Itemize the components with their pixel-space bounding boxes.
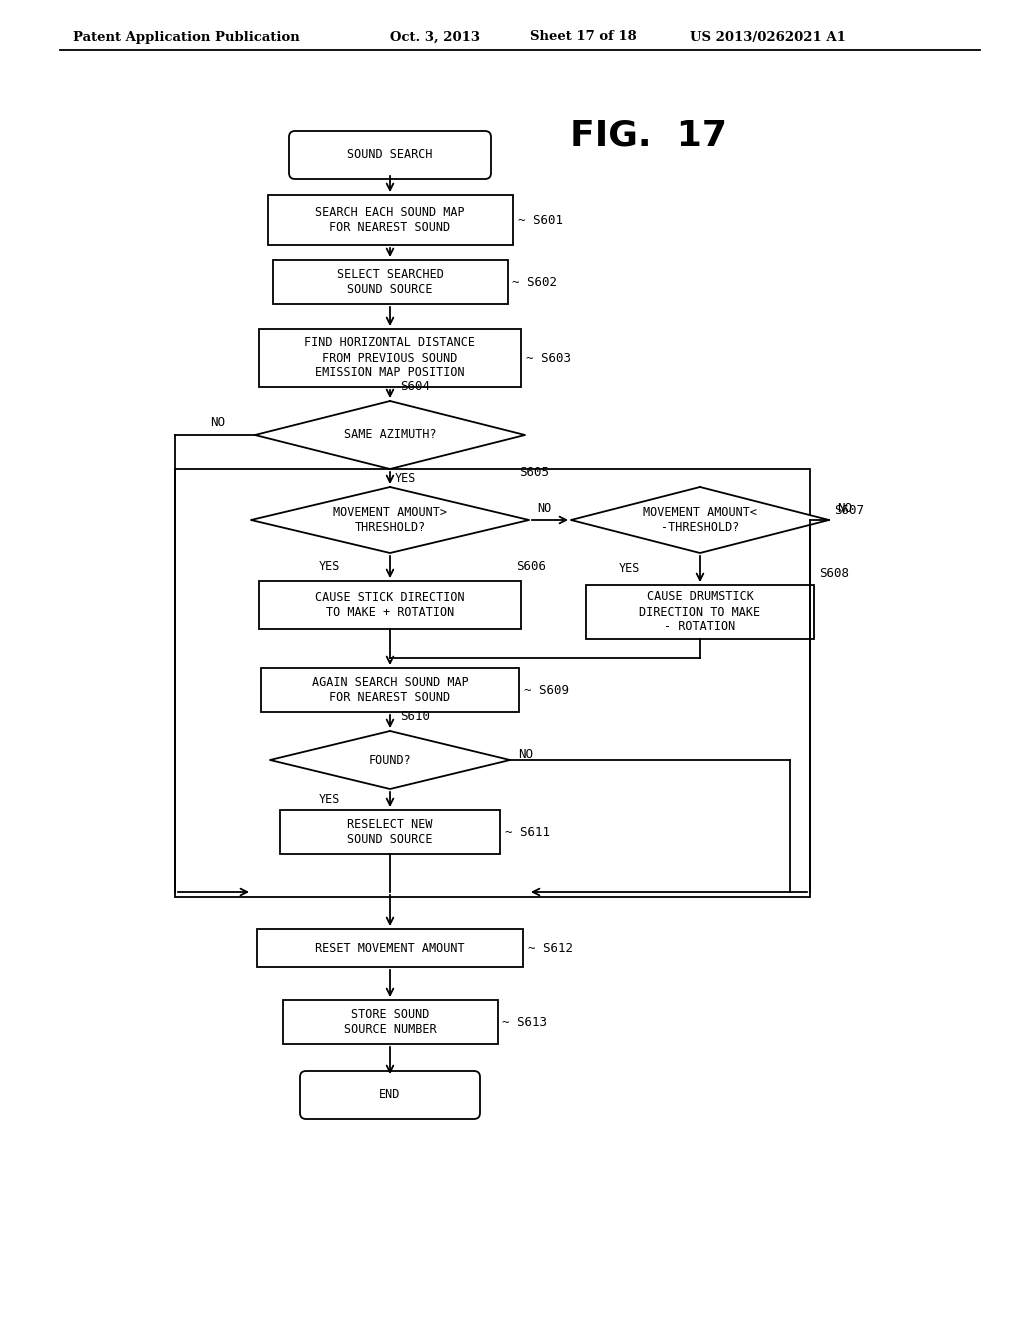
Text: ~ S611: ~ S611 xyxy=(505,825,550,838)
Bar xyxy=(267,195,512,246)
Bar xyxy=(259,581,521,630)
Text: Sheet 17 of 18: Sheet 17 of 18 xyxy=(530,30,637,44)
FancyBboxPatch shape xyxy=(300,1071,480,1119)
Text: SELECT SEARCHED
SOUND SOURCE: SELECT SEARCHED SOUND SOURCE xyxy=(337,268,443,296)
Bar xyxy=(257,929,523,968)
Text: YES: YES xyxy=(318,793,340,807)
Text: ~ S602: ~ S602 xyxy=(512,276,557,289)
Text: MOVEMENT AMOUNT>
THRESHOLD?: MOVEMENT AMOUNT> THRESHOLD? xyxy=(333,506,447,535)
Text: CAUSE STICK DIRECTION
TO MAKE + ROTATION: CAUSE STICK DIRECTION TO MAKE + ROTATION xyxy=(315,591,465,619)
Polygon shape xyxy=(270,731,510,789)
Text: STORE SOUND
SOURCE NUMBER: STORE SOUND SOURCE NUMBER xyxy=(344,1008,436,1036)
Text: ~ S612: ~ S612 xyxy=(528,941,573,954)
Text: END: END xyxy=(379,1089,400,1101)
Text: S608: S608 xyxy=(819,568,849,579)
Text: NO: NO xyxy=(537,502,551,515)
Text: FIG.  17: FIG. 17 xyxy=(570,117,727,152)
Bar xyxy=(259,329,521,387)
Text: RESELECT NEW
SOUND SOURCE: RESELECT NEW SOUND SOURCE xyxy=(347,818,433,846)
Polygon shape xyxy=(255,401,525,469)
Text: ~ S601: ~ S601 xyxy=(517,214,562,227)
Text: FOUND?: FOUND? xyxy=(369,754,412,767)
Text: MOVEMENT AMOUNT<
-THRESHOLD?: MOVEMENT AMOUNT< -THRESHOLD? xyxy=(643,506,757,535)
Text: NO: NO xyxy=(210,417,225,429)
FancyBboxPatch shape xyxy=(289,131,490,180)
Text: ~ S613: ~ S613 xyxy=(503,1015,548,1028)
Text: Oct. 3, 2013: Oct. 3, 2013 xyxy=(390,30,480,44)
Text: S606: S606 xyxy=(516,560,546,573)
Bar xyxy=(280,810,500,854)
Text: Patent Application Publication: Patent Application Publication xyxy=(73,30,300,44)
Text: SOUND SEARCH: SOUND SEARCH xyxy=(347,149,433,161)
Text: S607: S607 xyxy=(834,503,864,516)
Bar xyxy=(272,260,508,304)
Text: YES: YES xyxy=(618,562,640,576)
Bar xyxy=(586,585,814,639)
Text: ~ S603: ~ S603 xyxy=(526,351,571,364)
Text: NO: NO xyxy=(518,748,534,762)
Polygon shape xyxy=(251,487,529,553)
Text: FIND HORIZONTAL DISTANCE
FROM PREVIOUS SOUND
EMISSION MAP POSITION: FIND HORIZONTAL DISTANCE FROM PREVIOUS S… xyxy=(304,337,475,380)
Text: S605: S605 xyxy=(519,466,549,479)
Text: YES: YES xyxy=(318,561,340,573)
Text: US 2013/0262021 A1: US 2013/0262021 A1 xyxy=(690,30,846,44)
Text: S610: S610 xyxy=(400,710,430,723)
Bar xyxy=(283,1001,498,1044)
Text: NO: NO xyxy=(837,502,852,515)
Polygon shape xyxy=(571,487,829,553)
Text: SAME AZIMUTH?: SAME AZIMUTH? xyxy=(344,429,436,441)
Text: S604: S604 xyxy=(400,380,430,393)
Text: YES: YES xyxy=(395,471,417,484)
Text: SEARCH EACH SOUND MAP
FOR NEAREST SOUND: SEARCH EACH SOUND MAP FOR NEAREST SOUND xyxy=(315,206,465,234)
Bar xyxy=(175,469,810,898)
Text: RESET MOVEMENT AMOUNT: RESET MOVEMENT AMOUNT xyxy=(315,941,465,954)
Bar xyxy=(261,668,519,711)
Text: AGAIN SEARCH SOUND MAP
FOR NEAREST SOUND: AGAIN SEARCH SOUND MAP FOR NEAREST SOUND xyxy=(311,676,468,704)
Text: ~ S609: ~ S609 xyxy=(524,684,569,697)
Text: CAUSE DRUMSTICK
DIRECTION TO MAKE
- ROTATION: CAUSE DRUMSTICK DIRECTION TO MAKE - ROTA… xyxy=(639,590,761,634)
